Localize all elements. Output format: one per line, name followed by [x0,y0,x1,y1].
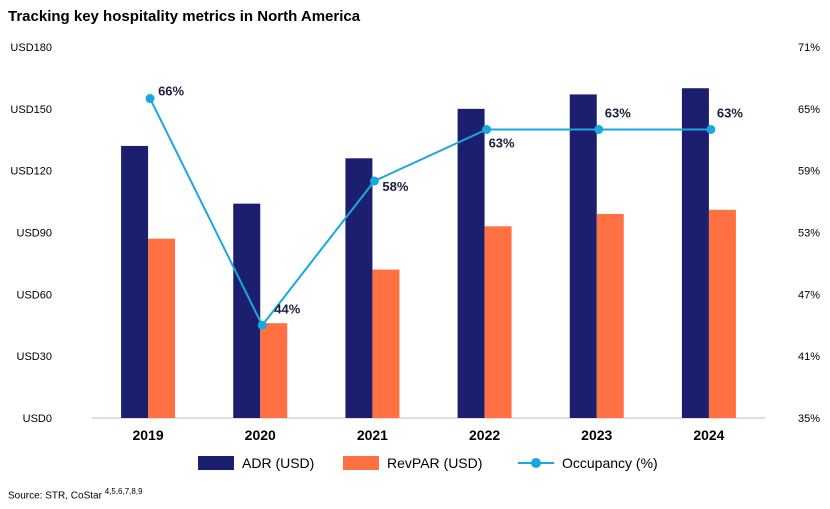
x-tick-label: 2023 [581,427,612,443]
bar-revpar [372,269,400,418]
occupancy-point [482,124,492,134]
x-tick-label: 2020 [245,427,276,443]
bar-revpar [260,323,288,418]
y-left-tick-label: USD30 [17,351,52,363]
y-right-tick-label: 35% [798,413,820,425]
y-left-tick-label: USD180 [10,42,52,54]
bar-revpar [484,226,512,418]
legend-label-revpar: RevPAR (USD) [387,455,483,471]
occupancy-data-label: 66% [158,84,184,99]
y-left-tick-label: USD150 [10,104,52,116]
occupancy-line [149,98,711,328]
x-tick-label: 2021 [357,427,388,443]
source-refs: 4,5,6,7,8,9 [104,487,143,496]
chart-legend: ADR (USD) RevPAR (USD) Occupancy (%) [0,452,830,474]
bar-adr [457,108,485,418]
legend-label-adr: ADR (USD) [242,455,315,471]
occupancy-data-label: 63% [717,105,743,120]
legend-item-adr: ADR (USD) [198,452,314,474]
occupancy-point [257,320,267,330]
bar-adr [345,158,373,419]
bar-adr [569,94,597,419]
y-right-tick-label: 59% [798,166,820,178]
y-left-tick-label: USD120 [10,166,52,178]
occupancy-data-label: 63% [489,135,515,150]
bar-revpar [708,209,736,418]
legend-swatch-adr [198,456,234,470]
bar-adr [681,88,709,418]
bar-adr [121,145,149,418]
x-tick-label: 2019 [133,427,164,443]
y-right-tick-label: 65% [798,104,820,116]
occupancy-data-label: 58% [382,179,408,194]
source-text: Source: STR, CoStar [8,490,102,502]
chart-title: Tracking key hospitality metrics in Nort… [8,8,361,25]
occupancy-point [594,124,604,134]
occupancy-point [706,124,716,134]
occupancy-point [145,94,155,104]
bar-revpar [148,238,176,418]
source-note: Source: STR, CoStar 4,5,6,7,8,9 [8,487,143,501]
legend-label-occupancy: Occupancy (%) [562,455,658,471]
x-tick-label: 2024 [693,427,724,443]
legend-item-revpar: RevPAR (USD) [343,452,482,474]
chart-plot: USD0 USD30 USD60 USD90 USD120 USD150 USD180 35%… [10,42,820,443]
y-right-tick-label: 71% [798,42,820,54]
y-left-tick-label: USD90 [17,228,52,240]
occupancy-point [369,176,379,186]
y-left-tick-label: USD0 [23,413,52,425]
y-right-tick-label: 47% [798,289,820,301]
y-left-tick-label: USD60 [17,289,52,301]
occupancy-data-label: 63% [605,105,631,120]
y-right-tick-label: 41% [798,351,820,363]
y-right-tick-label: 53% [798,228,820,240]
legend-swatch-occupancy [518,456,554,470]
legend-swatch-revpar [343,456,379,470]
x-tick-label: 2022 [469,427,500,443]
bar-revpar [596,213,624,418]
legend-item-occupancy: Occupancy (%) [518,452,658,474]
occupancy-data-label: 44% [274,301,300,316]
